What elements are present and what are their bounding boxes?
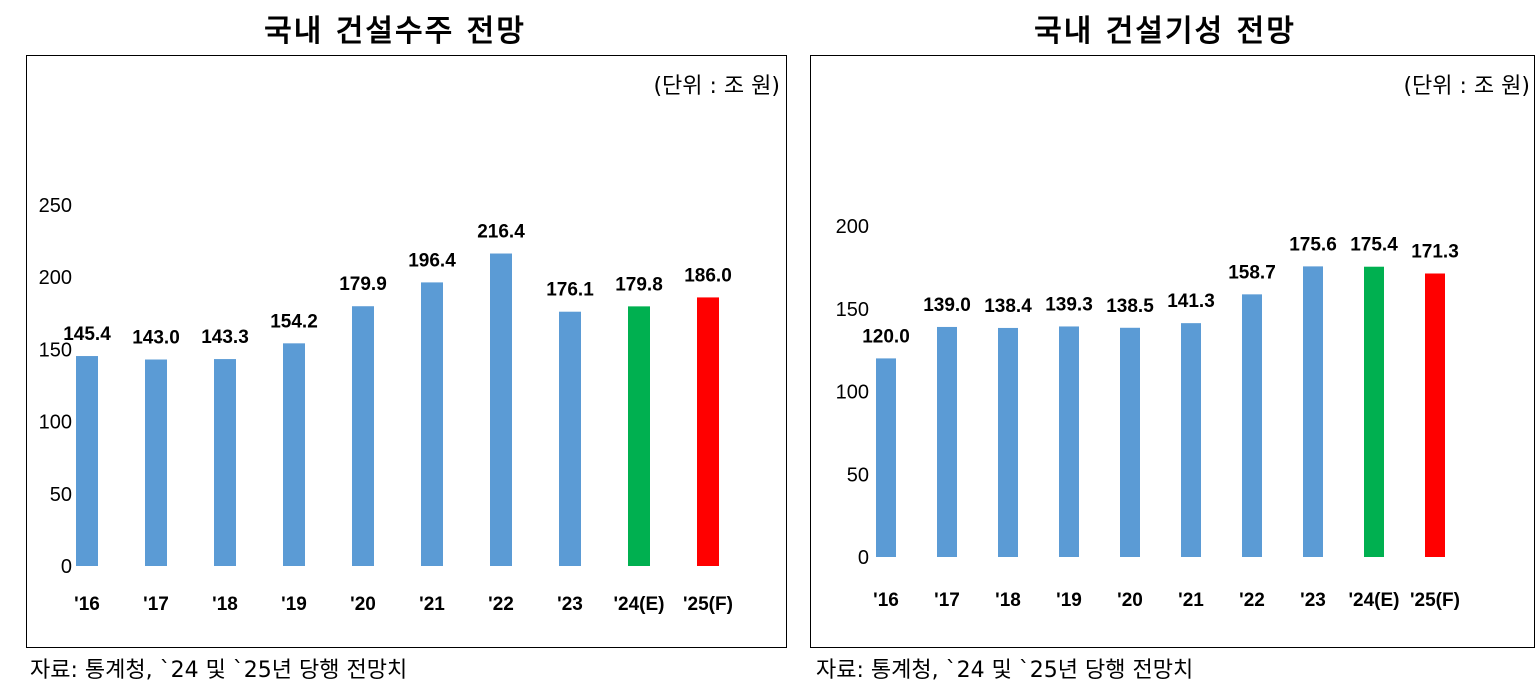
x-tick-label: '19: [281, 594, 307, 615]
value-label: 175.4: [1350, 235, 1398, 256]
value-label: 154.2: [270, 311, 318, 332]
source-note: 자료: 통계청, `24 및 `25년 당행 전망치: [30, 658, 408, 683]
value-label: 176.1: [546, 280, 594, 301]
bar: [145, 359, 167, 566]
x-tick-label: '22: [488, 594, 514, 615]
value-label: 216.4: [477, 222, 525, 243]
chart-title: 국내 건설수주 전망: [264, 14, 526, 49]
x-tick-label: '20: [350, 594, 376, 615]
bar: [421, 282, 443, 566]
x-tick-label: '25(F): [683, 594, 733, 615]
bar: [559, 311, 581, 566]
bar: [876, 358, 896, 557]
chart-panel-construction-orders: 국내 건설수주 전망 (단위 : 조 원) 0 50 100 150 200 250 145…: [26, 14, 787, 683]
bar: [937, 326, 957, 557]
bar: [1059, 326, 1079, 557]
y-tick-label: 0: [858, 547, 869, 569]
value-label: 186.0: [684, 265, 732, 286]
value-label: 143.0: [132, 328, 180, 349]
x-tick-label: '25(F): [1410, 590, 1460, 611]
bar: [214, 359, 236, 566]
y-tick-label: 50: [50, 484, 72, 506]
x-tick-label: '16: [74, 594, 100, 615]
value-label: 145.4: [63, 324, 111, 345]
x-tick-label: '24(E): [614, 594, 665, 615]
value-label: 138.4: [984, 296, 1032, 317]
x-tick-label: '20: [1117, 590, 1143, 611]
chart-panel-construction-completed: 국내 건설기성 전망 (단위 : 조 원) 0 50 100 150 200 120.0 '…: [790, 0, 1540, 692]
bar: [1181, 323, 1201, 557]
value-label: 179.9: [339, 274, 387, 295]
y-tick-label: 150: [39, 339, 72, 361]
x-tick-label: '23: [1300, 590, 1326, 611]
x-tick-label: '18: [212, 594, 238, 615]
y-tick-label: 0: [61, 556, 72, 578]
value-label: 143.3: [201, 327, 249, 348]
y-tick-label: 50: [847, 464, 869, 486]
bar: [490, 253, 512, 566]
x-tick-label: '18: [995, 590, 1021, 611]
bar-chart-construction-orders: 0 50 100 150 200 250 145.4 '16 143.0 '17 143.3 '18 1…: [39, 195, 733, 615]
x-tick-label: '24(E): [1349, 590, 1400, 611]
y-tick-label: 100: [836, 382, 869, 404]
value-label: 196.4: [408, 250, 456, 271]
y-tick-label: 200: [836, 216, 869, 238]
bar: [1425, 273, 1445, 557]
unit-label: (단위 : 조 원): [653, 74, 780, 99]
bar: [1303, 266, 1323, 557]
bar: [1242, 294, 1262, 557]
y-tick-label: 200: [39, 267, 72, 289]
x-tick-label: '21: [1178, 590, 1204, 611]
x-tick-label: '16: [873, 590, 899, 611]
chart-frame: [810, 55, 1535, 648]
bar-chart-construction-completed: 0 50 100 150 200 120.0 '16 139.0 '17 138.4 '18 139.…: [836, 216, 1460, 611]
value-label: 179.8: [615, 274, 663, 295]
x-tick-label: '23: [557, 594, 583, 615]
unit-label: (단위 : 조 원): [1403, 74, 1530, 99]
chart-title: 국내 건설기성 전망: [1034, 14, 1296, 49]
bar: [998, 327, 1018, 557]
y-tick-label: 150: [836, 299, 869, 321]
x-tick-label: '21: [419, 594, 445, 615]
bar: [628, 306, 650, 566]
value-label: 141.3: [1167, 291, 1215, 312]
bar: [352, 306, 374, 566]
source-note: 자료: 통계청, `24 및 `25년 당행 전망치: [816, 658, 1194, 683]
value-label: 139.3: [1045, 294, 1093, 315]
bar: [283, 343, 305, 566]
value-label: 138.5: [1106, 296, 1154, 317]
value-label: 120.0: [862, 326, 910, 347]
x-tick-label: '17: [934, 590, 960, 611]
bar: [1120, 327, 1140, 557]
x-tick-label: '19: [1056, 590, 1082, 611]
y-tick-label: 250: [39, 195, 72, 217]
bar: [697, 297, 719, 566]
bar: [76, 356, 98, 566]
x-tick-label: '22: [1239, 590, 1265, 611]
value-label: 158.7: [1228, 262, 1276, 283]
x-tick-label: '17: [143, 594, 169, 615]
y-tick-label: 100: [39, 412, 72, 434]
value-label: 171.3: [1411, 241, 1459, 262]
bar: [1364, 266, 1384, 557]
value-label: 175.6: [1289, 234, 1337, 255]
value-label: 139.0: [923, 295, 971, 316]
